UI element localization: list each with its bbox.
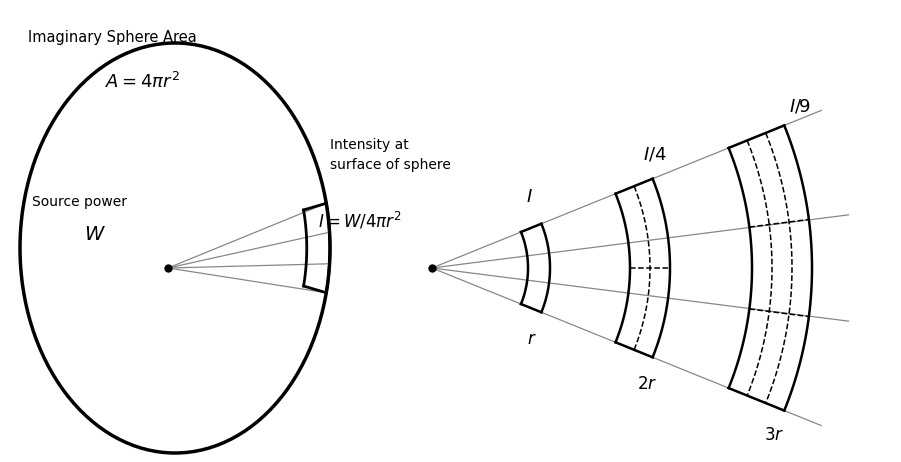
Text: Imaginary Sphere Area: Imaginary Sphere Area [28, 30, 196, 45]
Text: $I$: $I$ [526, 188, 533, 206]
Text: $r$: $r$ [526, 330, 536, 348]
Text: $W$: $W$ [84, 225, 106, 244]
Text: $I/9$: $I/9$ [789, 97, 811, 116]
Text: $I = W/4\pi r^2$: $I = W/4\pi r^2$ [318, 210, 402, 231]
Text: $I/4$: $I/4$ [642, 146, 667, 164]
Text: $A = 4\pi r^2$: $A = 4\pi r^2$ [105, 72, 180, 92]
Text: Source power: Source power [32, 195, 128, 209]
Text: Intensity at
surface of sphere: Intensity at surface of sphere [330, 138, 450, 171]
Text: $3r$: $3r$ [764, 426, 785, 444]
Text: $2r$: $2r$ [638, 375, 658, 393]
